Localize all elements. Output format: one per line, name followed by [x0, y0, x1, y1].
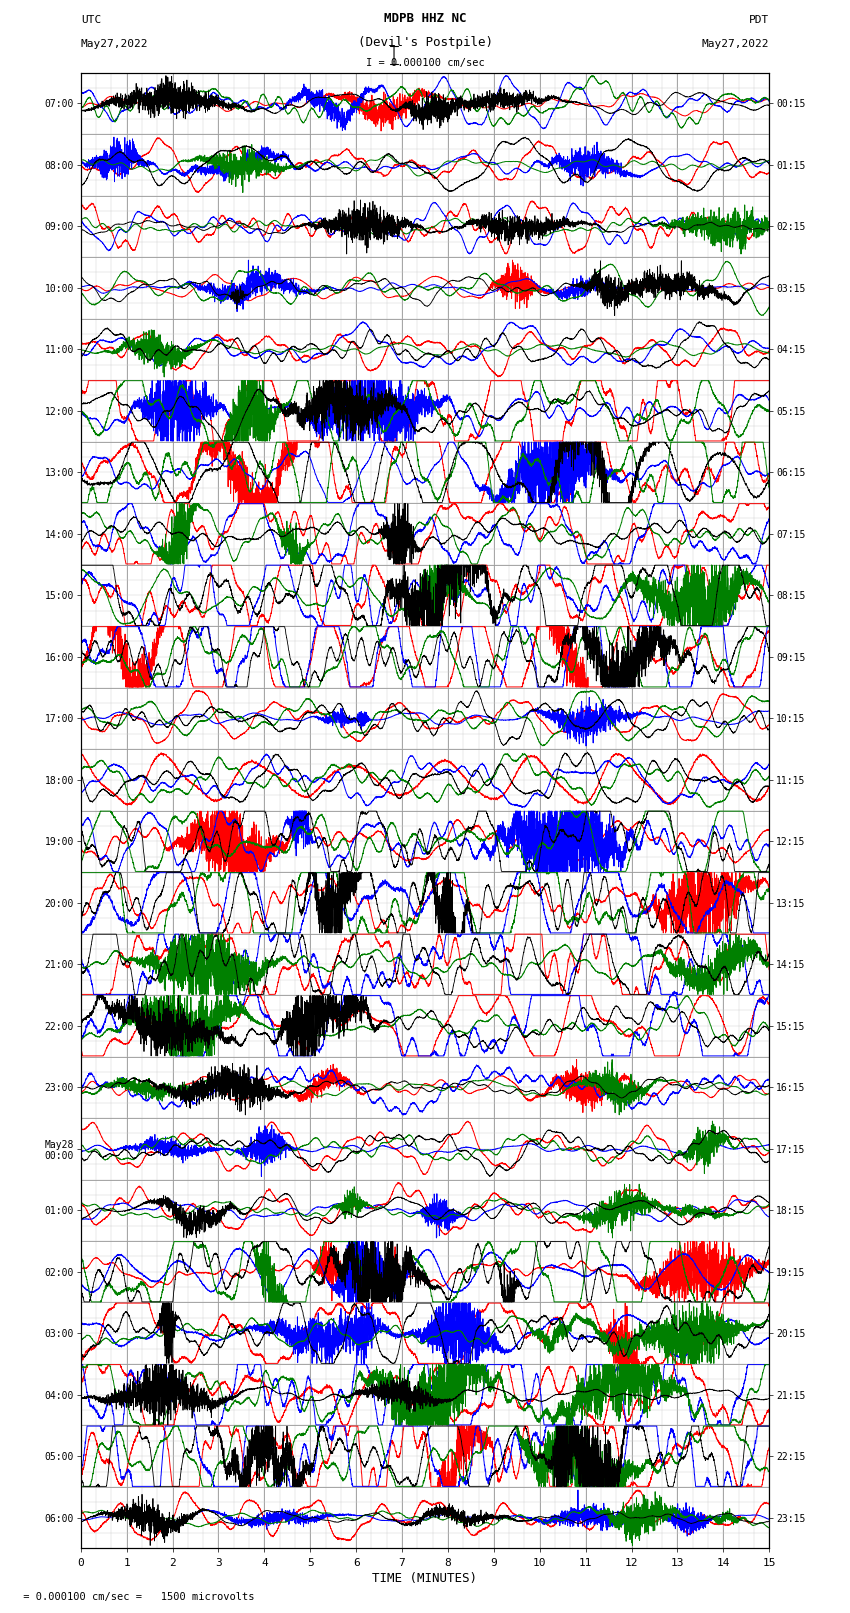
- Text: = 0.000100 cm/sec =   1500 microvolts: = 0.000100 cm/sec = 1500 microvolts: [17, 1592, 254, 1602]
- Text: I = 0.000100 cm/sec: I = 0.000100 cm/sec: [366, 58, 484, 68]
- Text: May27,2022: May27,2022: [81, 39, 148, 48]
- Text: May27,2022: May27,2022: [702, 39, 769, 48]
- Text: MDPB HHZ NC: MDPB HHZ NC: [383, 13, 467, 26]
- Text: (Devil's Postpile): (Devil's Postpile): [358, 35, 492, 48]
- Text: PDT: PDT: [749, 16, 769, 26]
- X-axis label: TIME (MINUTES): TIME (MINUTES): [372, 1571, 478, 1584]
- Text: UTC: UTC: [81, 16, 101, 26]
